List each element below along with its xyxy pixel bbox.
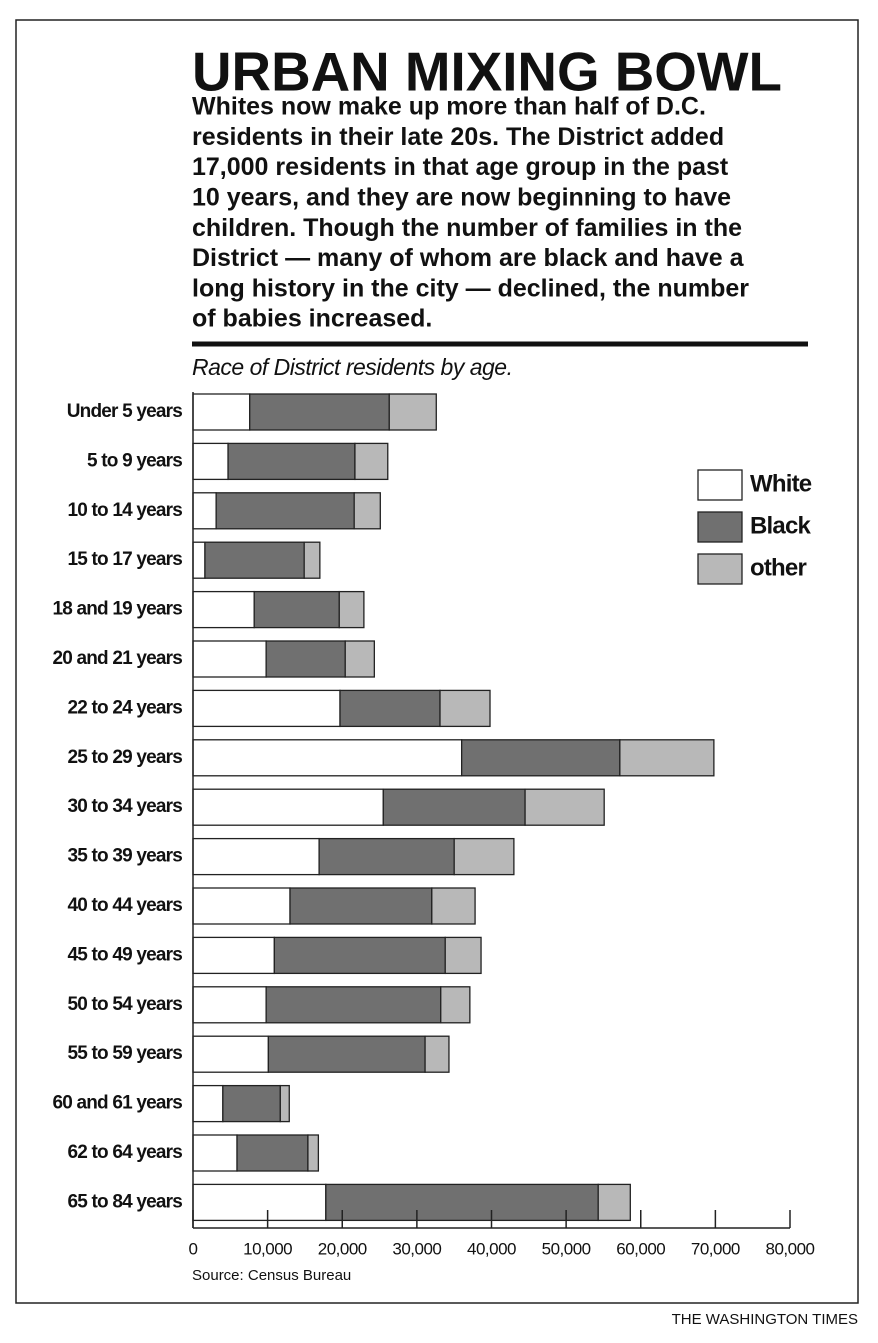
bar — [192, 986, 267, 1024]
x-tick-label: 60,000 — [616, 1239, 665, 1258]
y-tick-label: 5 to 9 years — [87, 450, 182, 471]
bar — [460, 739, 621, 777]
y-tick-label: Under 5 years — [67, 401, 183, 422]
bar — [192, 1035, 270, 1073]
description-line: residents in their late 20s. The Distric… — [192, 123, 724, 151]
bar — [192, 442, 229, 481]
legend-label: other — [750, 554, 806, 581]
description-line: Whites now make up more than half of D.C… — [192, 93, 706, 121]
y-tick-label: 65 to 84 years — [68, 1191, 183, 1212]
y-tick-label: 50 to 54 years — [68, 994, 183, 1015]
legend-label: White — [750, 470, 812, 497]
bar — [192, 788, 384, 826]
bar — [192, 837, 320, 876]
bar — [344, 640, 375, 678]
legend-swatch — [697, 553, 743, 585]
bar — [192, 1134, 238, 1172]
bar — [192, 492, 217, 530]
bar — [354, 442, 389, 481]
bar — [192, 689, 341, 728]
x-tick-label: 10,000 — [243, 1239, 292, 1258]
description-line: 10 years, and they are now beginning to … — [192, 184, 731, 212]
chart-subtitle: Race of District residents by age. — [192, 354, 512, 380]
bar — [388, 393, 437, 431]
legend-swatch — [697, 511, 743, 543]
y-tick-label: 10 to 14 years — [68, 500, 183, 521]
bar — [318, 837, 455, 876]
legend-label: Black — [750, 512, 811, 539]
y-tick-label: 18 and 19 years — [52, 599, 182, 620]
y-tick-label: 60 and 61 years — [52, 1093, 182, 1114]
bar — [265, 986, 442, 1024]
bar — [289, 887, 433, 925]
legend-swatch — [697, 469, 743, 501]
bar — [382, 788, 526, 826]
y-tick-label: 55 to 59 years — [68, 1043, 183, 1064]
bar — [619, 739, 715, 777]
bar — [453, 837, 515, 876]
bar — [192, 393, 251, 431]
bar — [249, 393, 390, 431]
bar — [597, 1183, 631, 1222]
x-tick-label: 70,000 — [691, 1239, 740, 1258]
y-tick-label: 15 to 17 years — [68, 549, 183, 570]
bar — [339, 689, 441, 728]
bar — [227, 442, 356, 481]
bar — [524, 788, 605, 826]
chart-title: URBAN MIXING BOWL — [192, 41, 782, 103]
y-tick-label: 30 to 34 years — [68, 796, 183, 817]
description-line: long history in the city — declined, the… — [192, 274, 749, 302]
y-tick-label: 25 to 29 years — [68, 747, 183, 768]
y-tick-label: 45 to 49 years — [68, 944, 183, 965]
bar — [267, 1035, 426, 1073]
bar — [192, 887, 291, 925]
bar — [325, 1183, 599, 1222]
description-line: of babies increased. — [192, 305, 432, 333]
x-tick-label: 20,000 — [318, 1239, 367, 1258]
bar — [265, 640, 346, 678]
bar — [273, 936, 446, 975]
x-tick-label: 0 — [189, 1239, 198, 1258]
bar — [192, 541, 206, 579]
bar — [236, 1134, 309, 1172]
bar — [307, 1134, 320, 1172]
bar — [204, 541, 305, 579]
bar — [253, 590, 340, 629]
bar — [222, 1084, 281, 1123]
bar — [192, 590, 255, 629]
source: Source: Census Bureau — [192, 1267, 351, 1284]
bar — [424, 1035, 450, 1073]
bar — [279, 1084, 290, 1123]
bar — [431, 887, 476, 925]
bar — [303, 541, 321, 579]
description-line: District — many of whom are black and ha… — [192, 244, 745, 272]
bar — [192, 936, 275, 975]
y-tick-label: 35 to 39 years — [68, 846, 183, 867]
bar — [444, 936, 482, 975]
y-tick-label: 62 to 64 years — [68, 1142, 183, 1163]
bar — [440, 986, 471, 1024]
x-tick-label: 30,000 — [392, 1239, 441, 1258]
bar — [192, 739, 463, 777]
bar — [338, 590, 365, 629]
frame — [15, 19, 859, 1304]
bar — [192, 640, 267, 678]
bar — [353, 492, 381, 530]
description-line: children. Though the number of families … — [192, 214, 742, 242]
y-tick-label: 40 to 44 years — [68, 895, 183, 916]
x-tick-label: 50,000 — [542, 1239, 591, 1258]
bar — [192, 1084, 224, 1123]
description-line: 17,000 residents in that age group in th… — [192, 153, 729, 181]
y-tick-label: 22 to 24 years — [68, 697, 183, 718]
bar — [215, 492, 355, 530]
x-tick-label: 40,000 — [467, 1239, 516, 1258]
bar — [439, 689, 491, 728]
bar — [192, 1183, 327, 1222]
credit: THE WASHINGTON TIMES — [672, 1311, 858, 1328]
y-tick-label: 20 and 21 years — [52, 648, 182, 669]
x-tick-label: 80,000 — [766, 1239, 815, 1258]
